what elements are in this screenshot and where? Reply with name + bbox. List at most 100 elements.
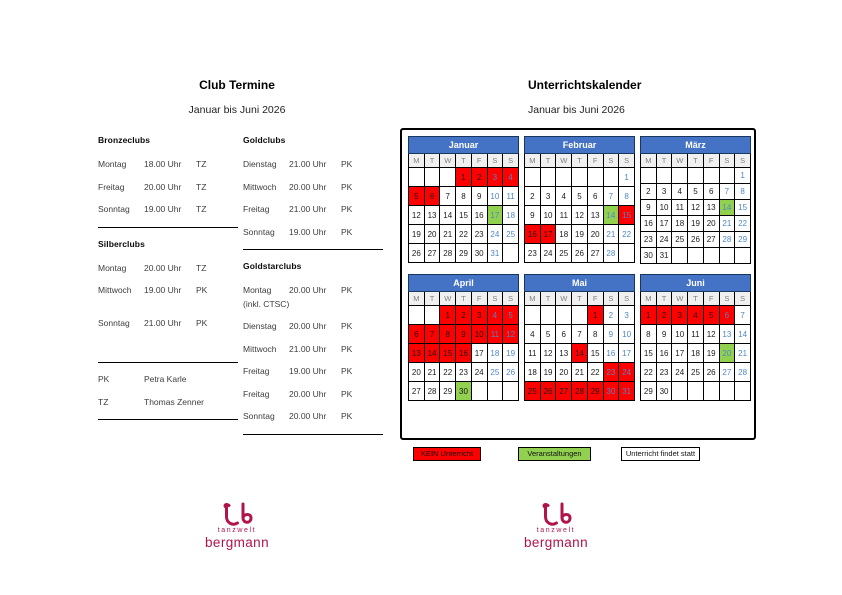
day-cell: [718, 247, 736, 264]
day-cell: 2: [455, 305, 472, 325]
week-row: 19 20 21 22 23 24 25: [408, 224, 519, 244]
day-cell: 19: [687, 215, 704, 232]
day-cell: 8: [640, 324, 657, 344]
divider-line: [243, 433, 383, 435]
day-cell: 1: [618, 167, 635, 187]
day-cell: 9: [640, 199, 657, 216]
day-cell: 11: [502, 186, 519, 206]
schedule-day: Mittwoch: [243, 343, 277, 354]
day-cell: 19: [702, 343, 720, 363]
day-cell: [539, 167, 557, 187]
day-cell: [539, 305, 557, 325]
day-cell: 27: [702, 231, 720, 248]
schedule-time: 19.00 Uhr: [144, 285, 182, 295]
tanzwelt-bergmann-logo: tanzwelt bergmann: [167, 501, 307, 550]
day-cell: 6: [408, 324, 425, 344]
month-calendar: Juni M T W T F S S 1 2 3 4 5 6 7 8 9 10 11 12 13 14 15 16 17 18 19…: [640, 274, 751, 401]
day-cell: 10: [470, 324, 488, 344]
day-cell: 5: [571, 186, 588, 206]
month-calendar: Mai M T W T F S S 1 2 3 4 5 6 7 8 9 10 11 12 13 14 15 16 17 18 19 2…: [524, 274, 635, 401]
day-cell: 13: [586, 205, 604, 225]
tb-monogram-icon: [223, 502, 253, 526]
month-name: Januar: [408, 136, 519, 154]
day-cell: 1: [586, 305, 604, 325]
abbreviation-block: PK Petra Karle TZ Thomas Zenner: [98, 374, 238, 407]
abbreviation-row: PK Petra Karle: [98, 374, 238, 384]
day-cell: 9: [524, 205, 541, 225]
day-cell: [524, 167, 541, 187]
day-cell: 20: [555, 362, 573, 382]
club-termine-title: Club Termine: [199, 78, 275, 92]
schedule-day: Dienstag: [243, 159, 277, 169]
day-cell: [423, 167, 441, 187]
day-cell: 29: [586, 381, 604, 401]
week-row: 1: [640, 167, 751, 184]
schedule-day: Freitag: [98, 181, 125, 192]
day-cell: 29: [734, 231, 751, 248]
schedule-teacher: PK: [196, 285, 208, 295]
day-cell: 31: [486, 243, 504, 263]
day-cell: 10: [539, 205, 557, 225]
day-cell: 13: [702, 199, 720, 216]
day-cell: 14: [602, 205, 620, 225]
day-cell: 6: [586, 186, 604, 206]
weekday-header: T: [571, 291, 588, 306]
day-cell: 25: [555, 243, 573, 263]
day-cell: [502, 243, 519, 263]
day-cell: 27: [555, 381, 573, 401]
day-cell: 17: [470, 343, 488, 363]
month-name: März: [640, 136, 751, 154]
day-cell: [687, 247, 704, 264]
week-row: 26 27 28 29 30 31: [408, 243, 519, 263]
day-cell: 7: [718, 183, 736, 200]
club-termine-subtitle: Januar bis Juni 2026: [188, 104, 286, 116]
schedule-day: Sonntag: [243, 226, 275, 237]
day-cell: 16: [602, 343, 620, 363]
schedule-time: 21.00 Uhr: [289, 343, 327, 354]
schedule-day: Montag: [243, 285, 272, 295]
day-cell: 16: [640, 215, 657, 232]
weekday-header: T: [655, 153, 673, 168]
day-cell: [702, 167, 720, 184]
schedule-column-right: Goldclubs Dienstag 21.00 Uhr PK Mittwoch 20.0…: [243, 135, 383, 446]
weekday-header: W: [439, 153, 457, 168]
day-cell: 24: [671, 362, 689, 382]
weekday-header: F: [586, 291, 604, 306]
day-cell: 26: [702, 362, 720, 382]
week-row: 15 16 17 18 19 20 21: [640, 343, 751, 363]
day-cell: 11: [524, 343, 541, 363]
weekday-header: T: [455, 153, 472, 168]
day-cell: 9: [602, 324, 620, 344]
schedule-time: 21.00 Uhr: [144, 318, 182, 328]
schedule-column-left: Bronzeclubs Montag 18.00 Uhr TZ Freitag 20.00…: [98, 135, 238, 431]
day-cell: 4: [524, 324, 541, 344]
day-cell: 16: [470, 205, 488, 225]
day-cell: [586, 167, 604, 187]
abbreviation-row: TZ Thomas Zenner: [98, 397, 238, 407]
abbreviation-code: TZ: [98, 396, 109, 407]
week-row: 1: [524, 167, 635, 187]
schedule-time: 20.00 Uhr: [289, 321, 327, 331]
day-cell: [687, 167, 704, 184]
schedule-row: Mittwoch 19.00 Uhr PK: [98, 285, 238, 295]
schedule-row: Montag 18.00 Uhr TZ: [98, 159, 238, 169]
day-cell: [640, 167, 657, 184]
schedule-time: 20.00 Uhr: [289, 388, 327, 399]
day-cell: 12: [571, 205, 588, 225]
day-cell: 3: [671, 305, 689, 325]
week-row: 5 6 7 8 9 10 11: [408, 186, 519, 206]
day-cell: 5: [687, 183, 704, 200]
week-row: 30 31: [640, 247, 751, 264]
schedule-teacher: PK: [341, 343, 353, 354]
month-table: März M T W T F S S 1 2 3 4 5 6 7 8 9 10 11 12 13 14 15 16 17 18 19…: [640, 136, 751, 264]
day-cell: 18: [687, 343, 704, 363]
day-cell: 12: [702, 324, 720, 344]
day-cell: 22: [734, 215, 751, 232]
day-cell: 2: [655, 305, 673, 325]
schedule-time: 18.00 Uhr: [144, 159, 182, 169]
week-row: 23 24 25 26 27 28 29: [640, 231, 751, 248]
week-row: 18 19 20 21 22 23 24: [524, 362, 635, 382]
week-row: 13 14 15 16 17 18 19: [408, 343, 519, 363]
